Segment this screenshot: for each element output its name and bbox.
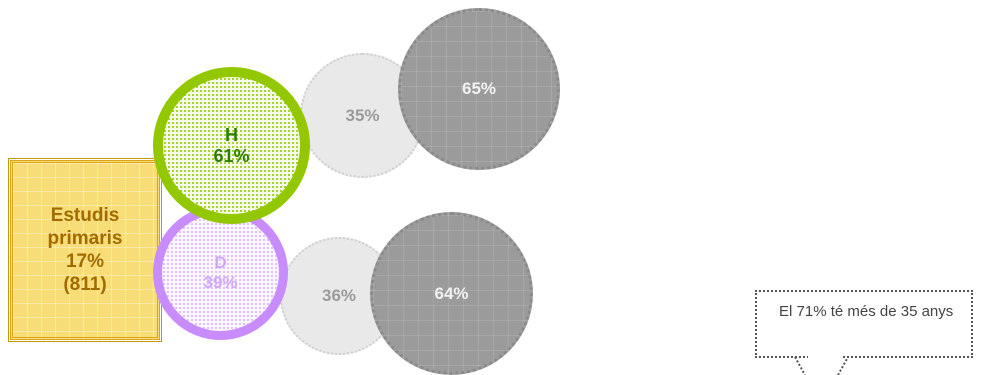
- age-callout-text: El 71% té més de 35 anys: [779, 303, 954, 320]
- callout-tail-gap: [808, 355, 841, 360]
- men-percent: 61%: [213, 145, 250, 166]
- women-under-35-percent: 36%: [321, 286, 357, 305]
- women-under-35-circle: 36%: [280, 237, 398, 355]
- men-label: H: [225, 124, 238, 145]
- men-over-35-percent: 65%: [461, 79, 497, 98]
- women-label: D: [214, 252, 227, 272]
- education-level-percent: 17%: [65, 251, 105, 272]
- women-percent: 39%: [203, 272, 238, 292]
- women-over-35-percent: 64%: [434, 283, 469, 303]
- education-level-box: Estudis primaris 17% (811): [8, 158, 162, 342]
- education-level-title-line1: Estudis: [50, 205, 120, 226]
- men-over-35-circle: 65%: [398, 8, 560, 170]
- age-callout: El 71% té més de 35 anys: [755, 290, 973, 358]
- women-over-35-circle: 64%: [370, 212, 533, 375]
- education-level-title-line2: primaris: [47, 228, 123, 249]
- men-circle: H 61%: [153, 67, 310, 224]
- education-level-count: (811): [63, 274, 107, 295]
- women-circle: D 39%: [153, 205, 288, 340]
- men-under-35-percent: 35%: [345, 105, 380, 125]
